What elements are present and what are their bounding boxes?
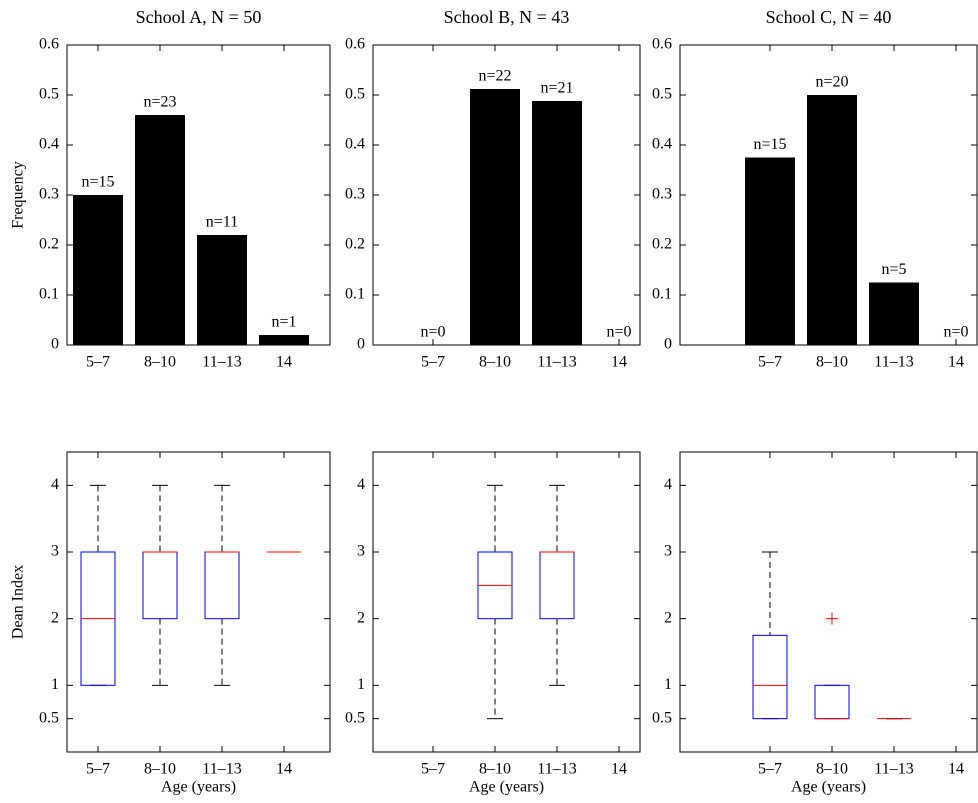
bar-label: n=0 (606, 324, 631, 341)
y-tick-label: 0.1 (652, 286, 672, 303)
y-tick-label: 2 (51, 609, 59, 626)
x-tick-label: 14 (276, 761, 292, 778)
x-axis-label: Age (years) (469, 779, 544, 796)
plot-frame (372, 451, 641, 753)
y-tick-label: 0.5 (652, 709, 672, 726)
bar-label: n=5 (881, 261, 906, 278)
x-tick-label: 8–10 (144, 761, 176, 778)
x-tick-label: 8–10 (816, 354, 848, 371)
y-tick-label: 0.5 (345, 709, 365, 726)
x-tick-label: 11–13 (537, 354, 576, 371)
x-tick-label: 11–13 (874, 761, 913, 778)
bar-label: n=15 (81, 174, 114, 191)
bar-label: n=22 (478, 68, 511, 85)
plot-frame (66, 451, 331, 753)
y-tick-label: 1 (51, 676, 59, 693)
bar-label: n=15 (753, 136, 786, 153)
x-tick-label: 14 (948, 354, 964, 371)
y-tick-label: 1 (664, 676, 672, 693)
y-tick-label: 1 (357, 676, 365, 693)
box (752, 634, 788, 720)
x-tick-label: 14 (276, 354, 292, 371)
bar (807, 95, 857, 345)
x-tick-label: 8–10 (144, 354, 176, 371)
x-tick-label: 5–7 (421, 354, 445, 371)
box (539, 551, 575, 620)
x-tick-label: 14 (948, 761, 964, 778)
bar-label: n=21 (540, 80, 573, 97)
y-axis-label: Frequency (10, 161, 27, 229)
y-tick-label: 0.1 (345, 286, 365, 303)
bar (869, 282, 919, 345)
y-tick-label: 3 (664, 543, 672, 560)
chart-title: School B, N = 43 (444, 7, 570, 27)
x-tick-label: 5–7 (86, 761, 110, 778)
y-tick-label: 0.1 (39, 286, 59, 303)
x-tick-label: 11–13 (202, 761, 241, 778)
y-tick-label: 0.5 (345, 86, 365, 103)
y-tick-label: 0.5 (652, 86, 672, 103)
bar (135, 115, 185, 345)
y-tick-label: 0 (664, 336, 672, 353)
bar (197, 235, 247, 345)
box (142, 551, 178, 620)
x-tick-label: 14 (611, 761, 627, 778)
chart-title: School C, N = 40 (766, 7, 892, 27)
x-tick-label: 11–13 (874, 354, 913, 371)
bar (745, 157, 795, 345)
y-tick-label: 0.3 (345, 186, 365, 203)
x-tick-label: 5–7 (421, 761, 445, 778)
y-tick-label: 4 (357, 476, 365, 493)
y-tick-label: 0.2 (652, 236, 672, 253)
bar-label: n=23 (143, 94, 176, 111)
y-tick-label: 0.4 (345, 136, 365, 153)
x-tick-label: 11–13 (202, 354, 241, 371)
y-tick-label: 0.6 (345, 36, 365, 53)
x-tick-label: 8–10 (816, 761, 848, 778)
x-tick-label: 14 (611, 354, 627, 371)
y-tick-label: 0.4 (39, 136, 59, 153)
y-tick-label: 0 (51, 336, 59, 353)
y-tick-label: 0.5 (39, 86, 59, 103)
box (814, 684, 850, 720)
y-tick-label: 3 (357, 543, 365, 560)
x-tick-label: 8–10 (479, 761, 511, 778)
y-tick-label: 2 (357, 609, 365, 626)
bar (259, 335, 309, 345)
x-tick-label: 5–7 (758, 354, 782, 371)
x-tick-label: 5–7 (86, 354, 110, 371)
bar (73, 195, 123, 345)
y-tick-label: 2 (664, 609, 672, 626)
y-tick-label: 0.6 (652, 36, 672, 53)
x-tick-label: 5–7 (758, 761, 782, 778)
chart-title: School A, N = 50 (136, 7, 262, 27)
bar (532, 101, 582, 345)
x-tick-label: 8–10 (479, 354, 511, 371)
bar (470, 89, 520, 345)
bar-label: n=11 (206, 214, 238, 231)
x-axis-label: Age (years) (161, 779, 236, 796)
y-tick-label: 0.3 (652, 186, 672, 203)
bar-label: n=0 (420, 324, 445, 341)
y-tick-label: 0.2 (39, 236, 59, 253)
plot-frame (679, 451, 978, 753)
y-tick-label: 0.5 (39, 709, 59, 726)
x-axis-label: Age (years) (791, 779, 866, 796)
y-tick-label: 0.4 (652, 136, 672, 153)
y-tick-label: 0.3 (39, 186, 59, 203)
bar-label: n=1 (271, 314, 296, 331)
bar-label: n=20 (815, 74, 848, 91)
x-tick-label: 11–13 (537, 761, 576, 778)
y-tick-label: 4 (51, 476, 59, 493)
y-axis-label: Dean Index (10, 565, 27, 639)
y-tick-label: 3 (51, 543, 59, 560)
y-tick-label: 0.2 (345, 236, 365, 253)
bar-label: n=0 (943, 324, 968, 341)
y-tick-label: 0 (357, 336, 365, 353)
outlier (826, 612, 838, 625)
y-tick-label: 4 (664, 476, 672, 493)
y-tick-label: 0.6 (39, 36, 59, 53)
box (204, 551, 240, 620)
